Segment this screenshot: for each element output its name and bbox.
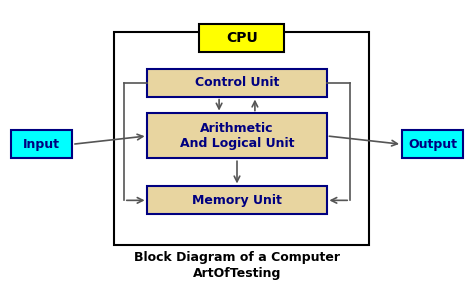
- Bar: [402, 130, 463, 158]
- Text: Control Unit: Control Unit: [195, 76, 279, 89]
- Text: Output: Output: [408, 138, 457, 151]
- Bar: [147, 113, 327, 158]
- Bar: [115, 32, 369, 245]
- Text: Arithmetic
And Logical Unit: Arithmetic And Logical Unit: [180, 122, 294, 150]
- Text: Memory Unit: Memory Unit: [192, 194, 282, 207]
- Text: Block Diagram of a Computer: Block Diagram of a Computer: [134, 251, 340, 264]
- Bar: [11, 130, 72, 158]
- Bar: [147, 69, 327, 97]
- Text: Input: Input: [23, 138, 60, 151]
- Bar: [199, 24, 284, 52]
- Bar: [147, 186, 327, 214]
- Text: ArtOfTesting: ArtOfTesting: [193, 267, 281, 280]
- Text: CPU: CPU: [226, 31, 257, 45]
